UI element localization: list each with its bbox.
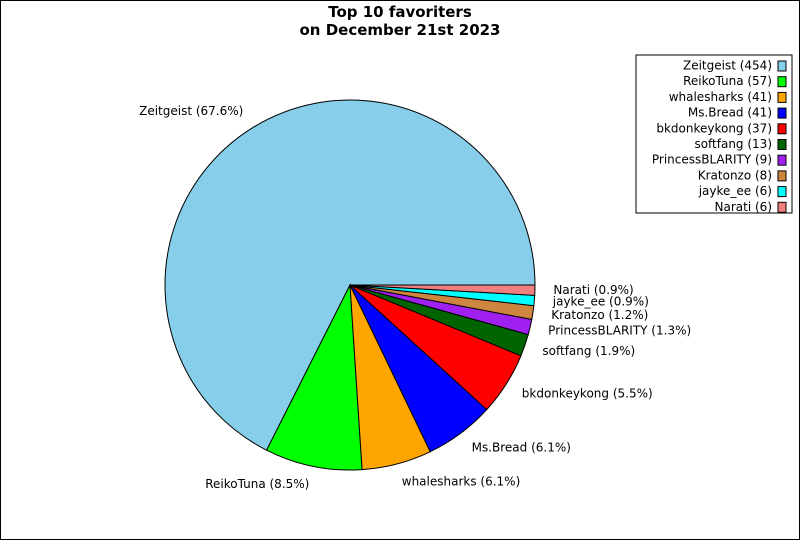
legend-label: Narati (6) xyxy=(715,200,772,214)
legend-swatch xyxy=(777,107,787,119)
slice-label: PrincessBLARITY (1.3%) xyxy=(548,324,691,338)
slice-label: Zeitgeist (67.6%) xyxy=(139,104,243,118)
legend-label: ReikoTuna (57) xyxy=(683,74,772,88)
slice-label: ReikoTuna (8.5%) xyxy=(205,477,309,491)
legend-swatch xyxy=(777,201,787,213)
legend-label: bkdonkeykong (37) xyxy=(656,121,772,135)
slice-label: whalesharks (6.1%) xyxy=(402,474,520,488)
legend-label: Ms.Bread (41) xyxy=(688,106,772,120)
legend-swatch xyxy=(777,60,787,72)
legend-box xyxy=(635,54,793,214)
legend-label: softfang (13) xyxy=(694,137,772,151)
legend-swatch xyxy=(777,91,787,103)
legend-swatch xyxy=(777,154,787,166)
legend-label: whalesharks (41) xyxy=(669,90,772,104)
pie-slice xyxy=(349,284,536,296)
slice-label: Narati (0.9%) xyxy=(553,283,633,297)
pie-slice xyxy=(265,283,363,471)
legend-swatch xyxy=(777,123,787,135)
chart-title: Top 10 favoriters on December 21st 2023 xyxy=(299,3,501,39)
legend-swatch xyxy=(777,139,787,150)
legend-label: Zeitgeist (454) xyxy=(683,59,772,73)
legend-label: PrincessBLARITY (9) xyxy=(652,153,772,167)
legend-label: jayke_ee (6) xyxy=(698,184,772,198)
slice-label: softfang (1.9%) xyxy=(542,344,635,358)
slice-label: bkdonkeykong (5.5%) xyxy=(522,387,653,401)
legend-swatch xyxy=(777,186,787,198)
slice-label: Kratonzo (1.2%) xyxy=(551,308,648,322)
legend-label: Kratonzo (8) xyxy=(698,168,772,182)
legend-swatch xyxy=(777,170,787,182)
legend-swatch xyxy=(777,76,787,88)
pie-slice xyxy=(164,99,536,451)
slice-label: jayke_ee (0.9%) xyxy=(552,295,649,309)
slice-label: Ms.Bread (6.1%) xyxy=(472,441,571,455)
